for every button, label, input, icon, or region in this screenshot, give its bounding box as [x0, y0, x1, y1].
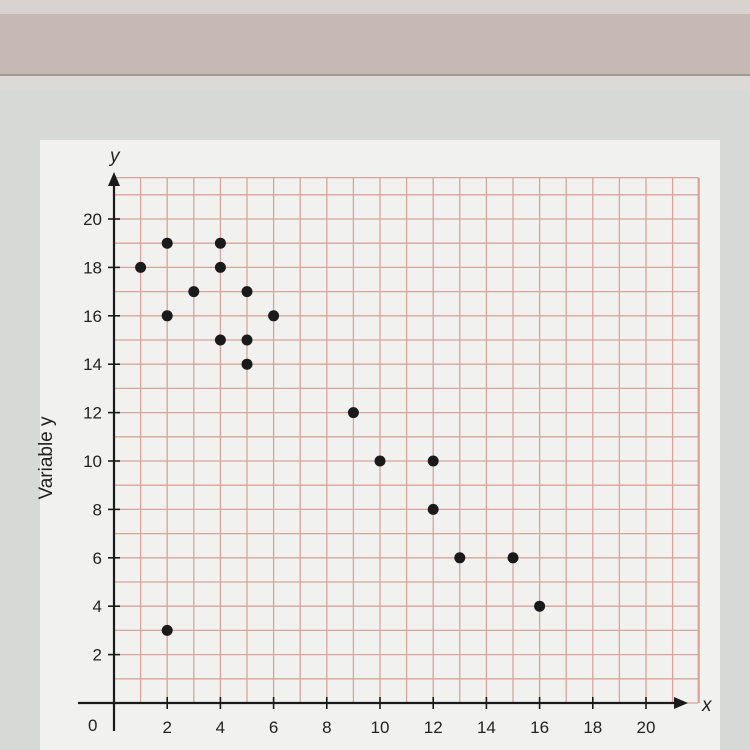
y-tick-label: 8 — [93, 500, 102, 519]
data-point — [161, 624, 173, 636]
origin-label: 0 — [88, 716, 97, 735]
x-tick-label: 18 — [583, 718, 602, 737]
grid — [113, 176, 700, 704]
y-tick-labels: 2 4 6 8 10 12 14 16 18 20 — [83, 210, 102, 665]
data-point — [427, 455, 439, 467]
x-tick-label: 20 — [637, 718, 656, 737]
data-point — [214, 237, 226, 249]
data-point — [507, 552, 519, 564]
x-axis-letter: x — [701, 695, 713, 716]
y-tick-label: 6 — [93, 549, 102, 568]
tick-marks — [108, 218, 647, 709]
data-point — [188, 286, 200, 298]
x-tick-labels: 2 4 6 8 10 12 14 16 18 20 — [162, 718, 655, 737]
x-tick-label: 16 — [530, 718, 549, 737]
x-tick-label: 4 — [216, 718, 225, 737]
data-point — [135, 261, 147, 273]
y-tick-label: 14 — [83, 355, 102, 374]
y-axis-title: Variable y — [36, 416, 57, 500]
x-tick-label: 8 — [322, 718, 331, 737]
data-point — [214, 261, 226, 273]
y-tick-label: 16 — [83, 307, 102, 326]
data-point — [374, 455, 386, 467]
data-point — [214, 334, 226, 346]
data-point — [241, 358, 253, 370]
data-points — [135, 237, 546, 636]
y-axis-arrow — [108, 172, 120, 186]
y-tick-label: 2 — [93, 646, 102, 665]
x-tick-label: 14 — [477, 718, 496, 737]
data-point — [534, 600, 546, 612]
data-point — [161, 310, 173, 322]
y-axis-letter: y — [108, 146, 121, 167]
x-tick-label: 10 — [371, 718, 390, 737]
x-tick-label: 2 — [162, 718, 171, 737]
y-tick-label: 4 — [93, 597, 102, 616]
y-tick-label: 18 — [83, 258, 102, 277]
header-band — [0, 0, 750, 90]
data-point — [241, 286, 253, 298]
data-point — [268, 310, 280, 322]
data-point — [241, 334, 253, 346]
data-point — [454, 552, 466, 564]
x-tick-label: 6 — [269, 718, 278, 737]
axes — [78, 172, 688, 731]
y-tick-label: 10 — [83, 452, 102, 471]
data-point — [161, 237, 173, 249]
y-tick-label: 20 — [83, 210, 102, 229]
x-axis-arrow — [674, 697, 688, 709]
x-tick-label: 12 — [424, 718, 443, 737]
data-point — [427, 503, 439, 515]
y-tick-label: 12 — [83, 404, 102, 423]
data-point — [347, 407, 359, 419]
